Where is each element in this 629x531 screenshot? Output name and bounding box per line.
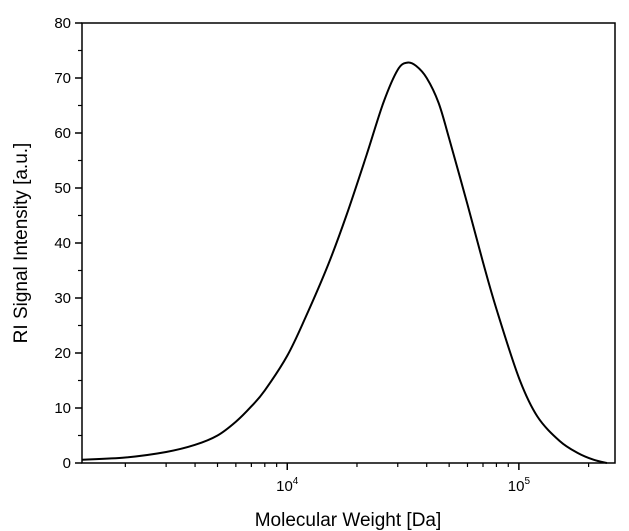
y-tick-label: 30: [54, 290, 71, 307]
y-tick-label: 80: [54, 15, 71, 32]
plot-frame: [82, 23, 615, 463]
y-axis-title: RI Signal Intensity [a.u.]: [11, 143, 32, 344]
y-tick-label: 60: [54, 125, 71, 142]
y-tick-label: 20: [54, 345, 71, 362]
x-axis-ticks: 104 105: [125, 463, 588, 495]
y-tick-label: 10: [54, 400, 71, 417]
y-tick-label: 40: [54, 235, 71, 252]
x-tick-label: 105: [508, 476, 531, 495]
y-tick-label: 50: [54, 180, 71, 197]
x-tick-label: 104: [276, 476, 299, 495]
series-line: [82, 62, 607, 463]
y-tick-label: 0: [63, 455, 71, 472]
x-axis-title: Molecular Weight [Da]: [255, 510, 442, 531]
y-axis-ticks: 0 10 20 30 40 50 60 70 80: [54, 15, 82, 472]
y-tick-label: 70: [54, 70, 71, 87]
